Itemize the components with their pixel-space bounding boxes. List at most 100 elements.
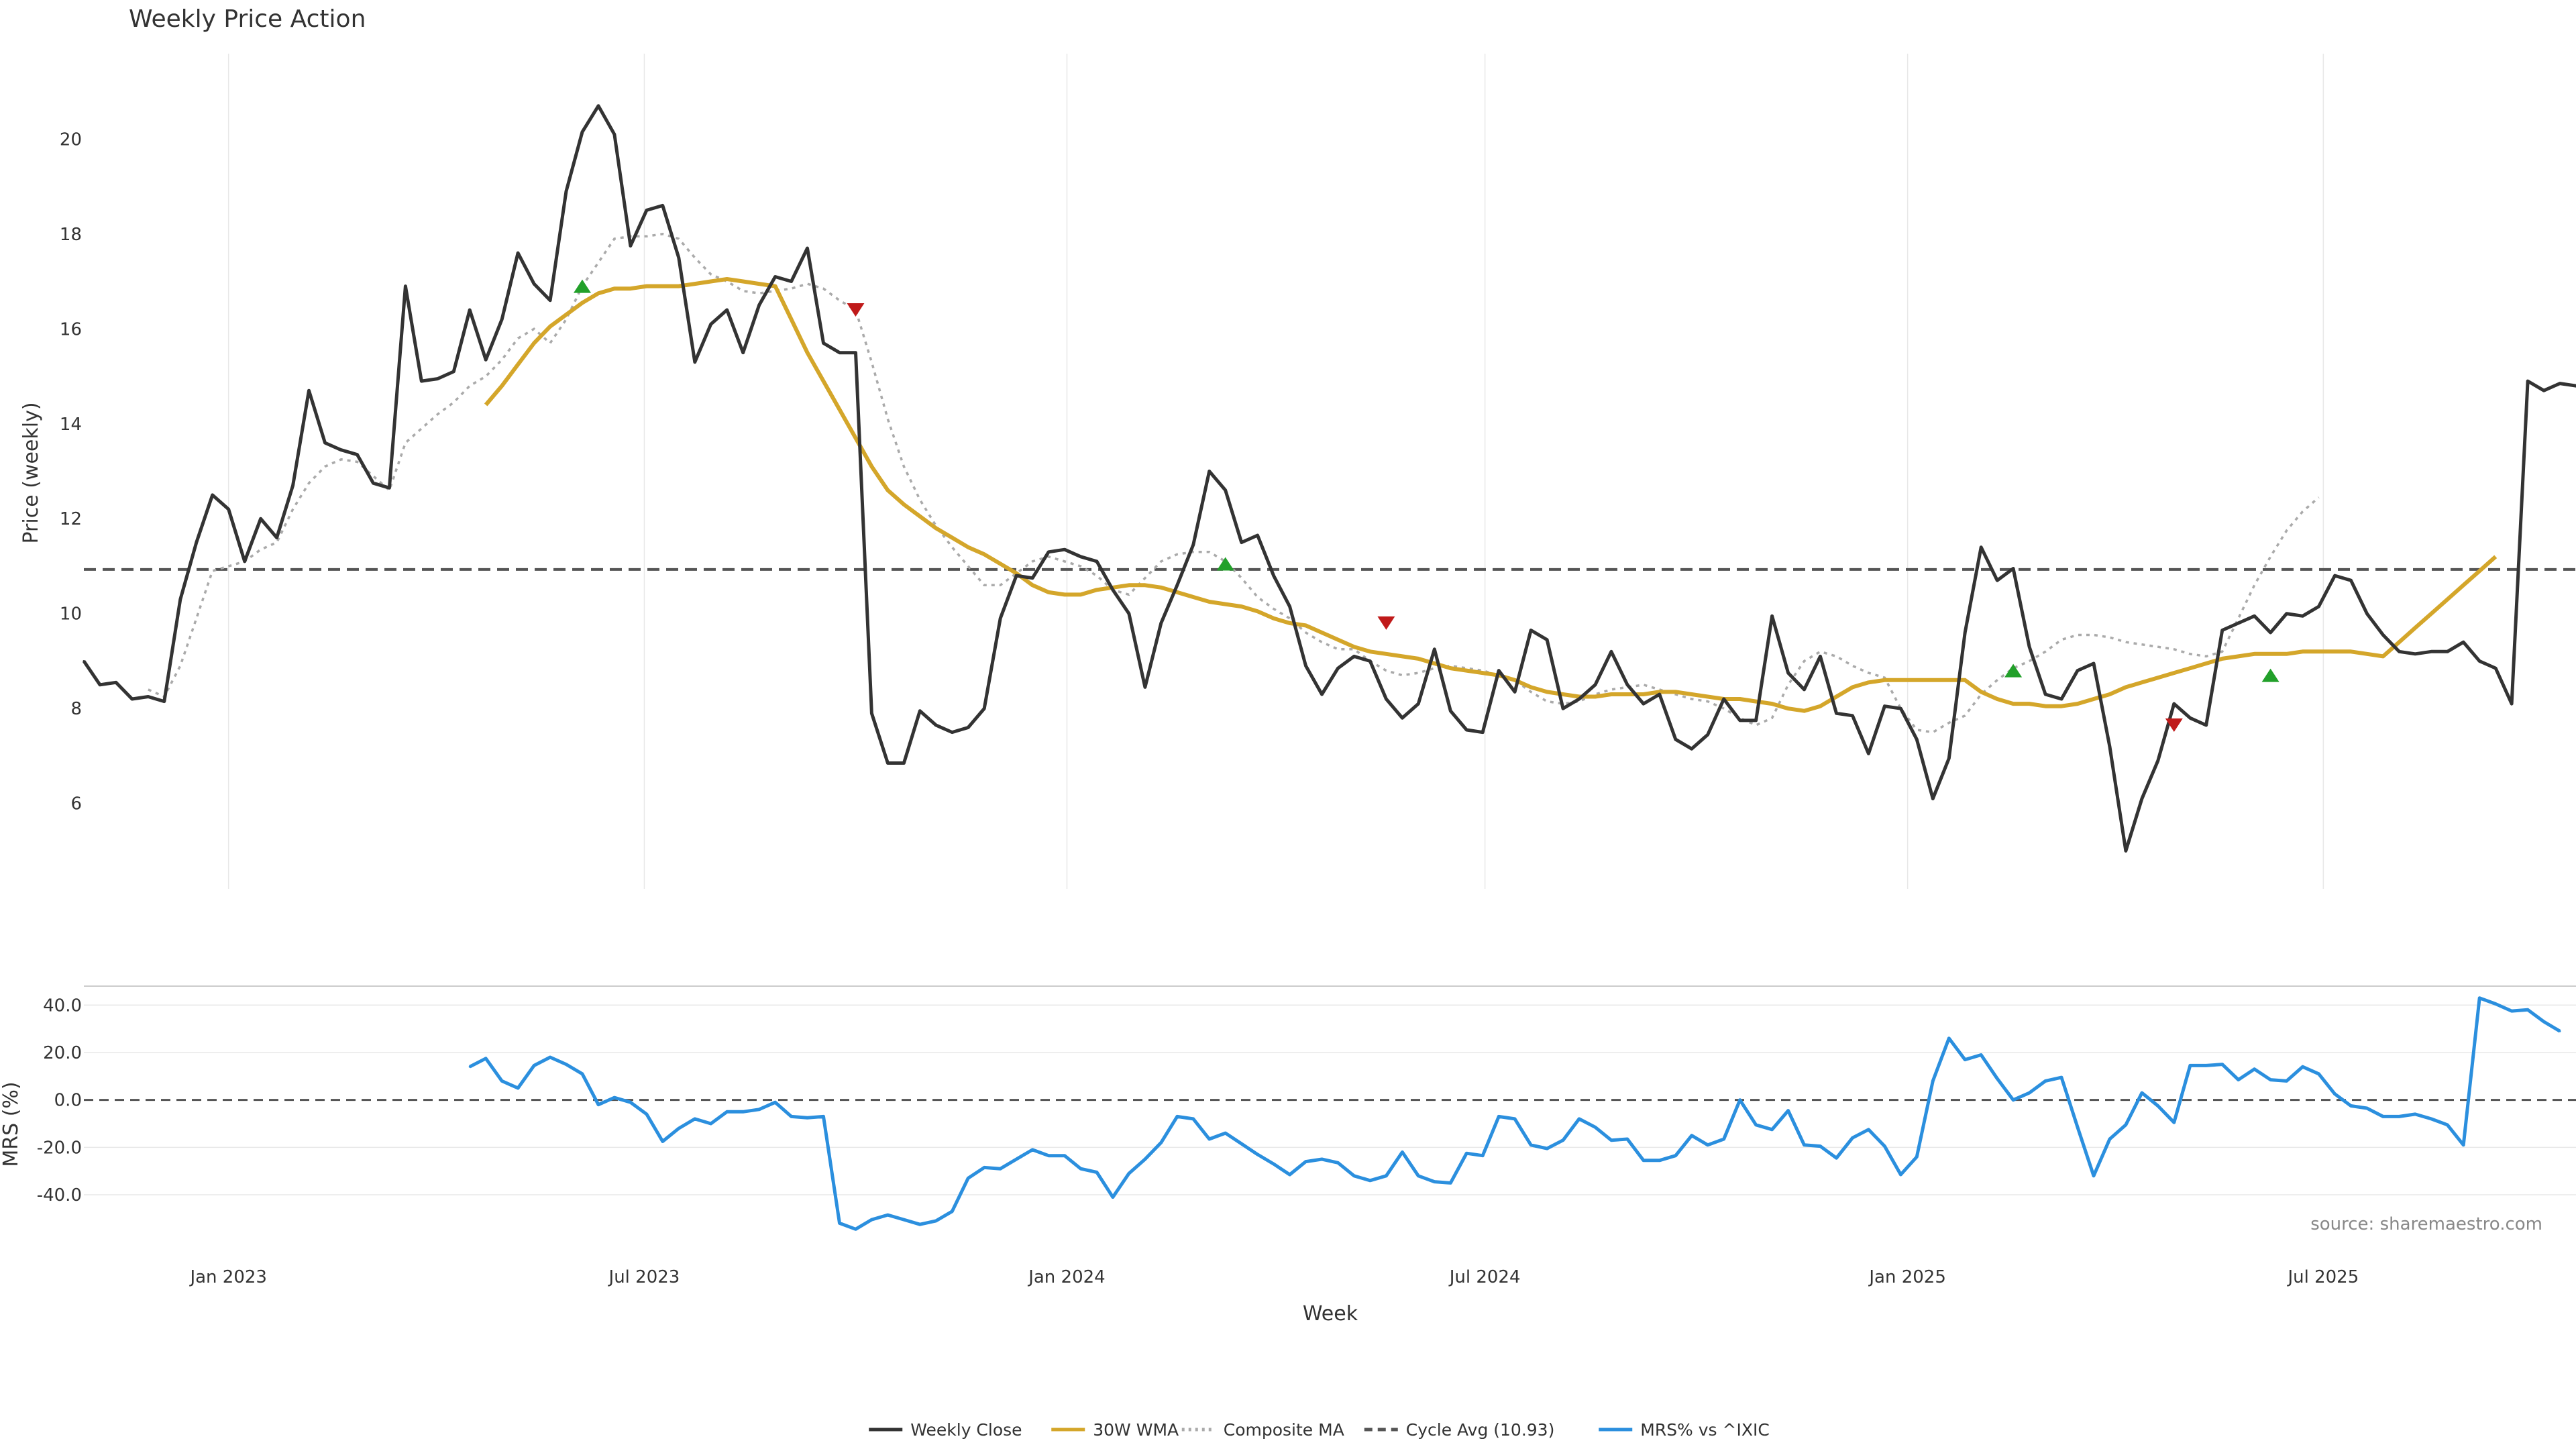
mrs-point — [2398, 1115, 2400, 1118]
mrs-point — [1112, 1196, 1114, 1199]
mrs-point — [2173, 1121, 2176, 1124]
x-axis-label: Week — [1303, 1302, 1358, 1326]
mrs-point — [1690, 1134, 1693, 1137]
mrs-point — [2462, 1144, 2465, 1146]
weekly-close-point — [484, 358, 487, 361]
wma-30w-line — [484, 277, 2498, 713]
weekly-close-point — [2269, 631, 2272, 634]
weekly-close-point — [934, 724, 937, 727]
weekly-close-point — [1305, 665, 1307, 667]
mrs-point — [2269, 1079, 2272, 1081]
weekly-close-point — [1449, 710, 1452, 712]
mrs-point — [2381, 1115, 2384, 1118]
weekly-close-point — [292, 484, 294, 487]
mrs-point — [1835, 1157, 1837, 1159]
legend-item: Cycle Avg (10.93) — [1364, 1420, 1554, 1440]
mrs-y-axis-label: MRS (%) — [0, 1081, 23, 1167]
weekly-close-point — [967, 727, 969, 729]
weekly-close-point — [356, 453, 358, 456]
mrs-point — [2318, 1073, 2320, 1075]
mrs-point — [1803, 1144, 1805, 1146]
weekly-close-point — [1321, 693, 1323, 696]
weekly-close-point — [324, 441, 326, 444]
mrs-point — [613, 1096, 616, 1099]
x-tick-label: Jul 2024 — [1448, 1267, 1521, 1287]
mrs-point — [2221, 1063, 2224, 1066]
weekly-close-point — [839, 352, 841, 354]
source-label: source: sharemaestro.com — [2310, 1214, 2542, 1234]
mrs-point — [1964, 1059, 1966, 1061]
weekly-close-point — [1674, 738, 1677, 741]
weekly-close-point — [1208, 470, 1211, 472]
price-y-axis: 6 8 10 12 14 16 18 20 — [60, 129, 82, 814]
mrs-point — [1771, 1128, 1774, 1131]
mrs-point — [726, 1110, 729, 1113]
weekly-close-point — [549, 299, 551, 302]
mrs-point — [886, 1214, 889, 1216]
mrs-point — [1996, 1077, 1998, 1080]
mrs-point — [2189, 1064, 2192, 1067]
legend: Weekly Close 30W WMA Composite MA Cycle Avg… — [869, 1420, 1770, 1440]
weekly-close-point — [2157, 759, 2159, 762]
weekly-close-point — [1417, 702, 1419, 705]
mrs-point — [2076, 1126, 2079, 1128]
price-y-tick-label: 6 — [70, 794, 82, 814]
weekly-close-point — [244, 560, 246, 563]
mrs-point — [1128, 1172, 1130, 1175]
weekly-close-point — [710, 323, 712, 325]
mrs-point — [1658, 1159, 1661, 1162]
weekly-close-point — [468, 309, 471, 311]
weekly-close-point — [1947, 757, 1950, 759]
weekly-close-point — [1562, 707, 1564, 710]
mrs-point — [2028, 1091, 2031, 1094]
weekly-close-point — [1529, 629, 1532, 631]
mrs-point — [774, 1101, 777, 1104]
buy-signal-marker — [2261, 668, 2279, 682]
weekly-close-point — [1626, 684, 1629, 686]
mrs-point — [2350, 1105, 2352, 1107]
mrs-point — [2430, 1118, 2432, 1120]
mrs-point — [2125, 1124, 2127, 1126]
weekly-close-point — [758, 304, 761, 307]
mrs-point — [1015, 1158, 1018, 1161]
legend-item: MRS% vs ^IXIC — [1599, 1420, 1770, 1440]
mrs-point — [1594, 1126, 1597, 1128]
mrs-point — [1707, 1144, 1709, 1146]
weekly-close-point — [2173, 702, 2176, 705]
x-tick-label: Jan 2025 — [1868, 1267, 1946, 1287]
mrs-point — [2237, 1079, 2240, 1081]
weekly-close-point — [726, 309, 729, 311]
mrs-point — [1578, 1118, 1580, 1120]
weekly-close-point — [2237, 622, 2240, 625]
mrs-point — [951, 1210, 953, 1213]
weekly-close-point — [1079, 555, 1082, 558]
mrs-point — [1047, 1155, 1050, 1157]
weekly-close-point — [2414, 653, 2416, 655]
weekly-close-point — [2526, 380, 2529, 382]
mrs-point — [1176, 1115, 1179, 1118]
weekly-close-point — [2189, 716, 2192, 719]
mrs-point — [581, 1073, 584, 1075]
mrs-point — [1273, 1163, 1275, 1165]
mrs-point — [967, 1177, 969, 1179]
weekly-close-point — [790, 280, 793, 282]
weekly-close-point — [1578, 698, 1580, 700]
mrs-y-tick-label: -40.0 — [37, 1185, 82, 1205]
weekly-close-point — [774, 276, 777, 278]
mrs-point — [790, 1115, 793, 1118]
weekly-close-point — [211, 494, 214, 496]
weekly-close-point — [1931, 798, 1934, 800]
weekly-close-point — [1658, 693, 1661, 696]
weekly-close-point — [1353, 655, 1355, 657]
weekly-close-point — [1835, 712, 1837, 714]
weekly-close-point — [1787, 672, 1790, 674]
mrs-point — [934, 1220, 937, 1222]
mrs-point — [1674, 1155, 1677, 1157]
mrs-point — [1931, 1079, 1934, 1082]
mrs-point — [2542, 1020, 2545, 1023]
weekly-close-point — [1899, 707, 1902, 710]
weekly-close-point — [1192, 543, 1195, 546]
weekly-close-point — [822, 342, 824, 344]
mrs-point — [2205, 1064, 2208, 1067]
